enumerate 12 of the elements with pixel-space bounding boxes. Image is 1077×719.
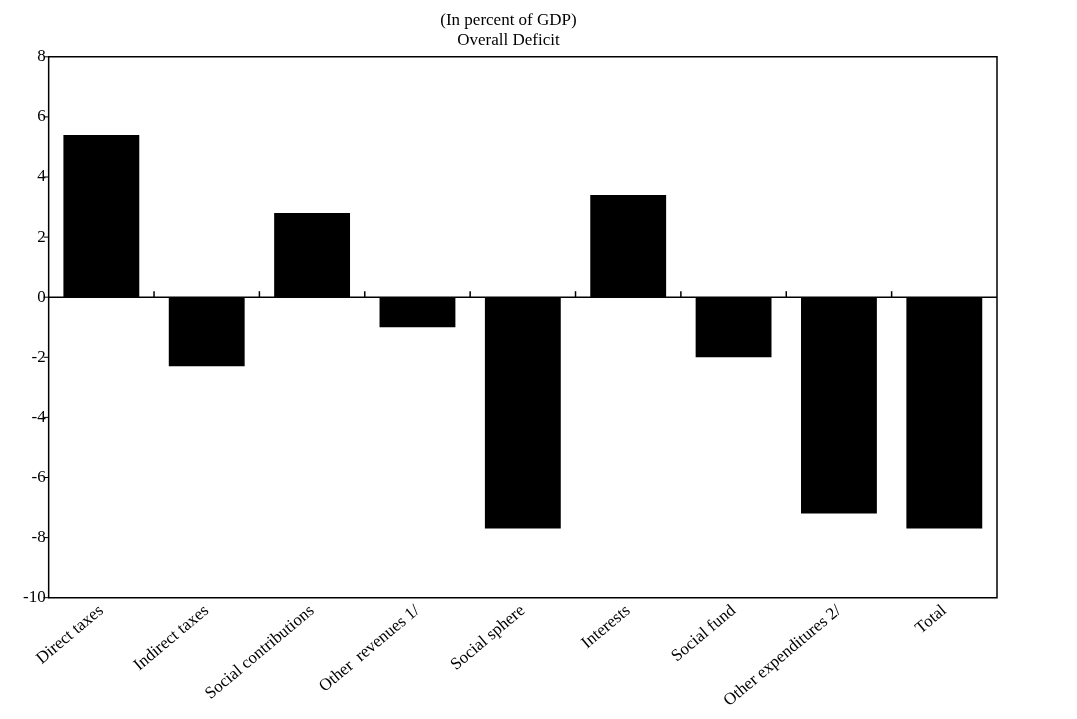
y-tick-label: 6 (37, 106, 46, 126)
y-tick-label: -10 (22, 587, 46, 607)
y-tick-label: -8 (31, 527, 46, 547)
y-tick-label: 4 (37, 166, 47, 186)
y-tick-label: -6 (31, 466, 46, 486)
chart-title: (In percent of GDP) (440, 9, 577, 29)
y-tick-label: 8 (37, 46, 46, 66)
y-tick-label: 0 (37, 286, 46, 306)
chart-subtitle: Overall Deficit (457, 30, 560, 50)
y-tick-label: -2 (31, 346, 46, 366)
y-tick-label: 2 (37, 226, 46, 246)
y-tick-label: -4 (31, 406, 47, 426)
